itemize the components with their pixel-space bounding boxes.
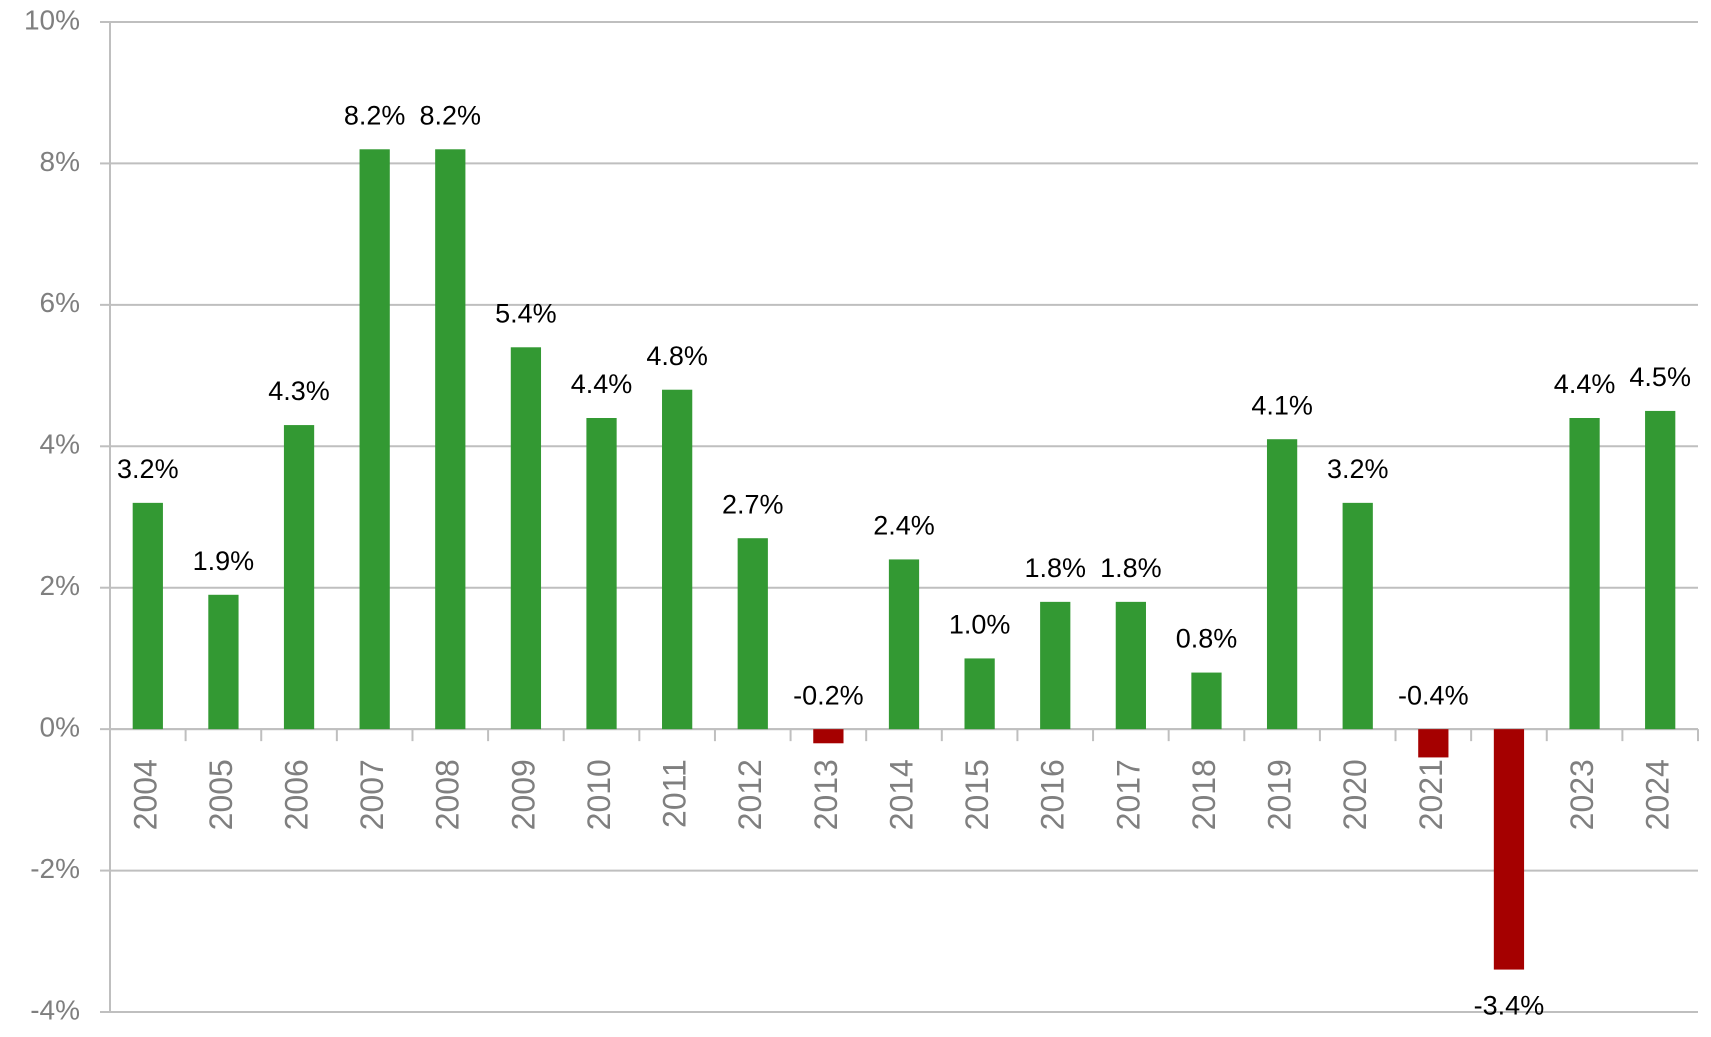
value-label: 8.2% <box>344 100 406 130</box>
bar <box>1115 601 1146 730</box>
x-tick-label: 2004 <box>127 759 163 830</box>
value-label: 4.4% <box>571 369 633 399</box>
value-label: -3.4% <box>1474 991 1545 1021</box>
bar <box>737 538 768 730</box>
x-tick-label: 2020 <box>1337 759 1373 830</box>
x-tick-label: 2005 <box>203 759 239 830</box>
x-tick-label: 2012 <box>732 759 768 830</box>
value-label: 8.2% <box>420 100 482 130</box>
x-tick-label: 2007 <box>354 759 390 830</box>
value-label: 1.8% <box>1024 553 1086 583</box>
value-label: 1.8% <box>1100 553 1162 583</box>
x-tick-label: 2018 <box>1186 759 1222 830</box>
bar <box>435 149 466 730</box>
bar <box>964 658 995 730</box>
value-label: 4.4% <box>1554 369 1616 399</box>
value-label: 3.2% <box>1327 454 1389 484</box>
y-tick-label: 0% <box>40 712 80 743</box>
bar <box>662 389 693 730</box>
bar <box>283 425 315 730</box>
x-tick-label: 2010 <box>581 759 617 830</box>
y-tick-label: 6% <box>40 287 80 318</box>
bar <box>813 729 844 744</box>
x-tick-label: 2015 <box>959 759 995 830</box>
bar <box>132 502 163 730</box>
y-tick-label: 4% <box>40 429 80 460</box>
value-label: 4.1% <box>1251 390 1313 420</box>
bar <box>1418 729 1449 758</box>
value-label: 0.8% <box>1176 624 1238 654</box>
value-label: 5.4% <box>495 298 557 328</box>
x-tick-label: 2006 <box>279 759 315 830</box>
bar <box>1342 502 1373 730</box>
value-label: 2.4% <box>873 511 935 541</box>
bar <box>1645 410 1676 730</box>
bar <box>359 149 390 730</box>
y-tick-label: 10% <box>24 4 80 35</box>
value-label: 2.7% <box>722 489 784 519</box>
value-label: 3.2% <box>117 454 179 484</box>
y-tick-label: -2% <box>30 853 80 884</box>
bar <box>510 347 542 730</box>
x-tick-label: 2011 <box>657 759 693 828</box>
bar <box>1493 729 1525 970</box>
y-tick-label: -4% <box>30 994 80 1025</box>
value-label: 1.9% <box>193 546 255 576</box>
x-tick-label: 2017 <box>1110 759 1146 830</box>
x-tick-label: 2021 <box>1413 759 1449 830</box>
bar <box>208 594 239 730</box>
bar <box>1266 439 1298 730</box>
x-tick-label: 2013 <box>808 759 844 830</box>
x-tick-label: 2008 <box>430 759 466 830</box>
bar <box>1569 418 1600 730</box>
bar <box>1191 672 1222 730</box>
bar <box>888 559 920 730</box>
value-label: -0.2% <box>793 680 864 710</box>
bar <box>586 418 617 730</box>
x-tick-label: 2019 <box>1262 759 1298 830</box>
y-tick-label: 2% <box>40 570 80 601</box>
x-tick-label: 2016 <box>1035 759 1071 830</box>
value-label: 1.0% <box>949 610 1011 640</box>
y-tick-label: 8% <box>40 146 80 177</box>
value-label: 4.3% <box>268 376 330 406</box>
value-label: 4.5% <box>1629 362 1691 392</box>
value-label: 4.8% <box>646 341 708 371</box>
bar <box>1040 601 1071 730</box>
x-tick-label: 2009 <box>505 759 541 830</box>
x-tick-label: 2014 <box>883 759 919 830</box>
x-tick-label: 2024 <box>1640 759 1676 830</box>
value-label: -0.4% <box>1398 680 1469 710</box>
x-tick-label: 2023 <box>1564 759 1600 830</box>
